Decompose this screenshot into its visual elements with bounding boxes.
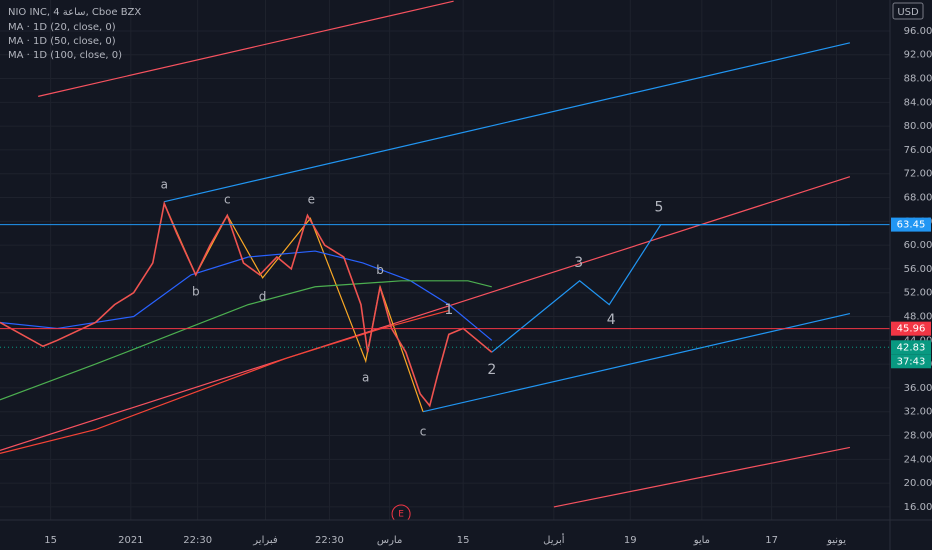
event-marker-label: E [398, 510, 404, 520]
wave-label: 3 [574, 255, 583, 271]
x-tick-label: 17 [765, 535, 778, 546]
price-axis [890, 0, 932, 550]
wave-label: c [420, 424, 427, 438]
ma-line [0, 309, 449, 454]
wave-label: b [376, 263, 384, 277]
y-tick-label: 32.00 [904, 407, 932, 418]
y-tick-label: 92.00 [904, 50, 932, 61]
x-tick-label: مايو [693, 535, 710, 546]
wave-label: d [259, 289, 267, 303]
price-tag-label: 63.45 [897, 220, 926, 231]
price-tag [891, 340, 931, 355]
currency[interactable]: USD [897, 7, 919, 18]
y-tick-label: 96.00 [904, 26, 932, 37]
y-tick-label: 88.00 [904, 74, 932, 85]
x-tick-label: مارس [377, 535, 402, 546]
y-tick-label: 72.00 [904, 169, 932, 180]
currency-box[interactable] [892, 2, 924, 20]
y-tick-label: 76.00 [904, 145, 932, 156]
x-tick-label: 22:30 [315, 535, 344, 546]
wave-label: a [362, 370, 369, 384]
x-tick-label: فبراير [252, 535, 278, 546]
drawing-line [164, 42, 851, 203]
x-tick-label: 19 [624, 535, 637, 546]
y-tick-label: 84.00 [904, 97, 932, 108]
time-axis [0, 520, 932, 550]
y-tick-label: 48.00 [904, 312, 932, 323]
legend-entry: MA · 1D (50, close, 0) [8, 36, 116, 47]
x-tick-label: أبريل [543, 533, 565, 546]
countdown-tag [891, 354, 931, 369]
y-tick-label: 36.00 [904, 383, 932, 394]
wave-label: 5 [654, 200, 663, 216]
y-tick-label: 60.00 [904, 240, 932, 251]
legend-entry: MA · 1D (100, close, 0) [8, 50, 122, 61]
price-tag [891, 217, 931, 232]
y-tick-label: 20.00 [904, 478, 932, 489]
drawing-line [0, 176, 851, 451]
wave-label: e [308, 192, 315, 206]
x-tick-label: يونيو [826, 535, 846, 546]
wave-label: 1 [444, 302, 453, 318]
y-tick-label: 28.00 [904, 431, 932, 442]
price-line [0, 200, 493, 408]
drawing-line [422, 312, 851, 413]
y-tick-label: 56.00 [904, 264, 932, 275]
price-tag-label: 42.83 [897, 342, 926, 353]
y-tick-label: 16.00 [904, 502, 932, 513]
ma-line [0, 280, 492, 401]
wave-label: a [161, 178, 168, 192]
price-tag [891, 321, 931, 336]
y-tick-label: 52.00 [904, 288, 932, 299]
wave-label: b [192, 285, 200, 299]
legend-entry: MA · 1D (20, close, 0) [8, 22, 116, 33]
wave-label: 2 [487, 362, 496, 378]
y-tick-label: 68.00 [904, 193, 932, 204]
drawing-line [553, 446, 851, 508]
x-tick-label: 22:30 [183, 535, 212, 546]
x-tick-label: 2021 [118, 535, 143, 546]
x-tick-label: 15 [457, 535, 470, 546]
countdown: 37:43 [897, 356, 926, 367]
x-tick-label: 15 [44, 535, 57, 546]
y-tick-label: 24.00 [904, 454, 932, 465]
chart-title: NIO INC, 4 ساعة, Cboe BZX [8, 7, 141, 18]
wave-label: 4 [607, 312, 616, 328]
wave-label: c [224, 192, 231, 206]
y-tick-label: 80.00 [904, 121, 932, 132]
drawing-line [38, 0, 454, 97]
price-tag-label: 45.96 [897, 324, 926, 335]
